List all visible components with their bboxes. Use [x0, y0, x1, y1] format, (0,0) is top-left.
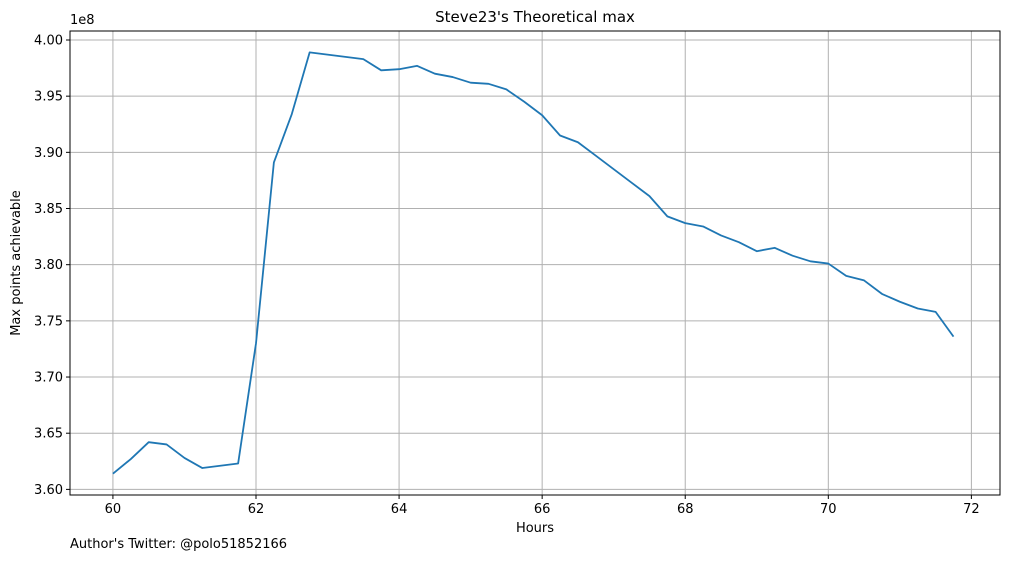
- y-tick-label: 3.80: [34, 258, 63, 273]
- y-axis-label: Max points achievable: [9, 190, 24, 336]
- x-axis-label: Hours: [516, 521, 554, 536]
- y-tick-label: 3.75: [34, 314, 63, 329]
- y-axis-offset-label: 1e8: [70, 13, 95, 28]
- y-tick-label: 3.95: [34, 90, 63, 105]
- x-tick-label: 64: [391, 502, 408, 517]
- y-tick-label: 3.85: [34, 202, 63, 217]
- author-credit: Author's Twitter: @polo51852166: [70, 537, 288, 552]
- x-tick-label: 72: [963, 502, 980, 517]
- x-axis-ticks: 60 62 64 66 68 70 72: [105, 495, 980, 517]
- x-tick-label: 60: [105, 502, 122, 517]
- y-tick-label: 3.70: [34, 371, 63, 386]
- y-tick-label: 3.60: [34, 483, 63, 498]
- grid-lines: [70, 31, 1000, 495]
- plot-frame: [69, 30, 1001, 496]
- x-tick-label: 66: [534, 502, 551, 517]
- y-axis-ticks: 3.60 3.65 3.70 3.75 3.80 3.85 3.90 3.95 4.00: [34, 33, 70, 498]
- chart-title: Steve23's Theoretical max: [435, 8, 635, 26]
- y-tick-label: 4.00: [34, 33, 63, 48]
- series-lines: [112, 51, 955, 475]
- y-tick-label: 3.65: [34, 427, 63, 442]
- x-tick-label: 62: [248, 502, 265, 517]
- series-line: [112, 51, 955, 475]
- x-tick-label: 68: [677, 502, 694, 517]
- y-tick-label: 3.90: [34, 146, 63, 161]
- x-tick-label: 70: [820, 502, 837, 517]
